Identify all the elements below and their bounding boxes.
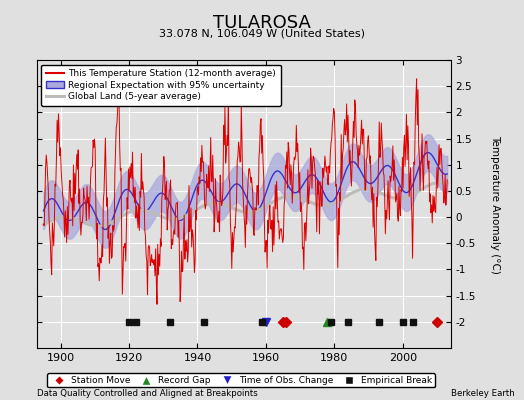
Legend: Station Move, Record Gap, Time of Obs. Change, Empirical Break: Station Move, Record Gap, Time of Obs. C… [47,373,435,388]
Text: 33.078 N, 106.049 W (United States): 33.078 N, 106.049 W (United States) [159,28,365,38]
Y-axis label: Temperature Anomaly (°C): Temperature Anomaly (°C) [490,134,500,274]
Text: Data Quality Controlled and Aligned at Breakpoints: Data Quality Controlled and Aligned at B… [37,389,257,398]
Legend: This Temperature Station (12-month average), Regional Expectation with 95% uncer: This Temperature Station (12-month avera… [41,64,280,106]
Text: TULAROSA: TULAROSA [213,14,311,32]
Text: Berkeley Earth: Berkeley Earth [451,389,515,398]
